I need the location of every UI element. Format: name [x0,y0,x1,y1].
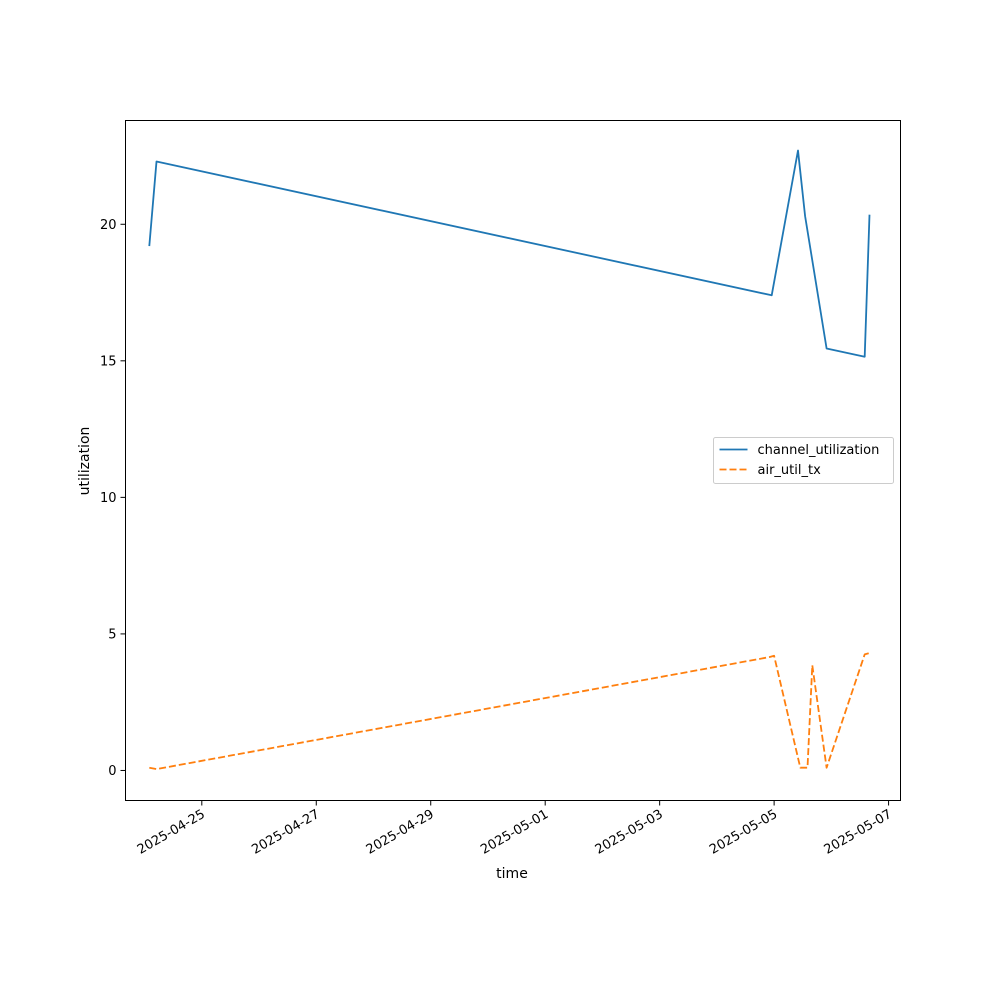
legend-label: channel_utilization [758,443,880,458]
legend-box [713,437,894,484]
y-axis: 0 5 10 15 20 [100,218,126,779]
legend: channel_utilization air_util_tx [713,437,894,484]
x-axis-label: time [496,866,528,882]
legend-label: air_util_tx [758,463,822,478]
plot-frame [125,120,901,801]
y-tick-label: 0 [108,764,116,779]
y-tick-label: 20 [100,218,117,233]
series-layer [148,149,871,770]
y-tick-label: 15 [100,354,117,369]
y-tick-label: 5 [108,627,116,642]
series-line-channel-utilization [148,149,871,358]
y-axis-label: utilization [77,427,93,496]
series-line-air-util-tx [149,652,870,770]
y-tick-label: 10 [100,491,117,506]
